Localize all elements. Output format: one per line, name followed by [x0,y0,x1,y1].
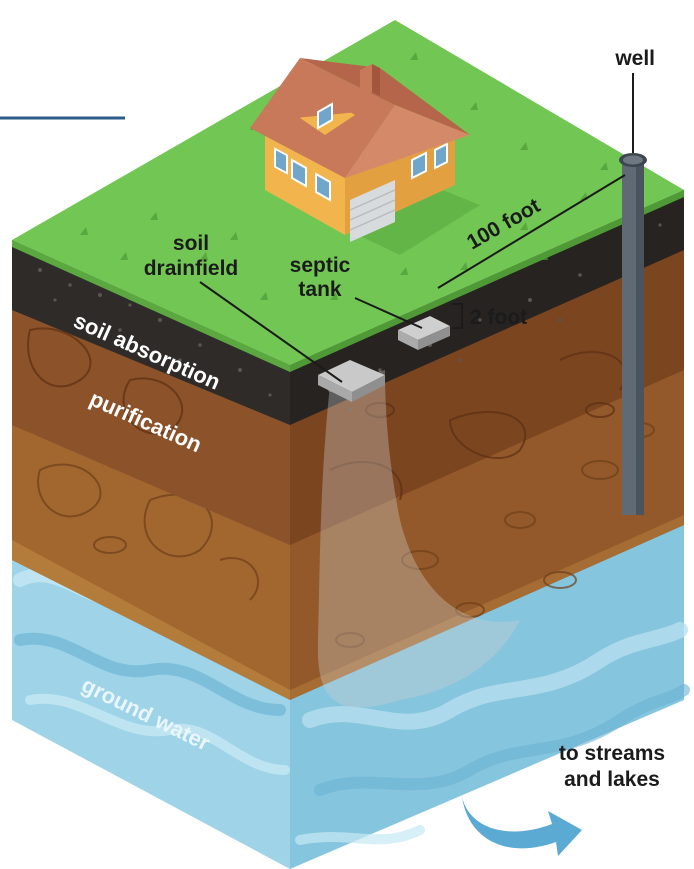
effluent-plume [317,370,520,708]
soil-drainfield-label-line1: soil [173,232,209,255]
house-icon [250,58,480,255]
to-streams-label-line1: to streams [559,742,665,765]
septic-tank-label-line2: tank [298,278,342,301]
soil-drainfield-label-line2: drainfield [144,257,239,280]
well-label: well [614,47,655,70]
soil-absorption-layer [12,245,684,545]
topsoil-layer [12,190,684,425]
soil-drainfield-icon [318,360,385,402]
to-streams-label-line2: and lakes [564,768,660,791]
curved-arrow-icon [462,797,582,856]
well-pipe-icon [619,73,647,515]
purification-layer [12,365,684,700]
septic-tank-label-line1: septic [290,254,351,277]
drainfield-leader-line [199,281,343,383]
septic-tank-icon [398,316,450,350]
distance-2-bracket [452,303,463,329]
ground-water-layer [12,520,690,869]
septic-tank-leader-line [354,297,423,329]
distance-100-line [437,174,626,289]
distance-2-label: 2 foot [470,306,527,329]
